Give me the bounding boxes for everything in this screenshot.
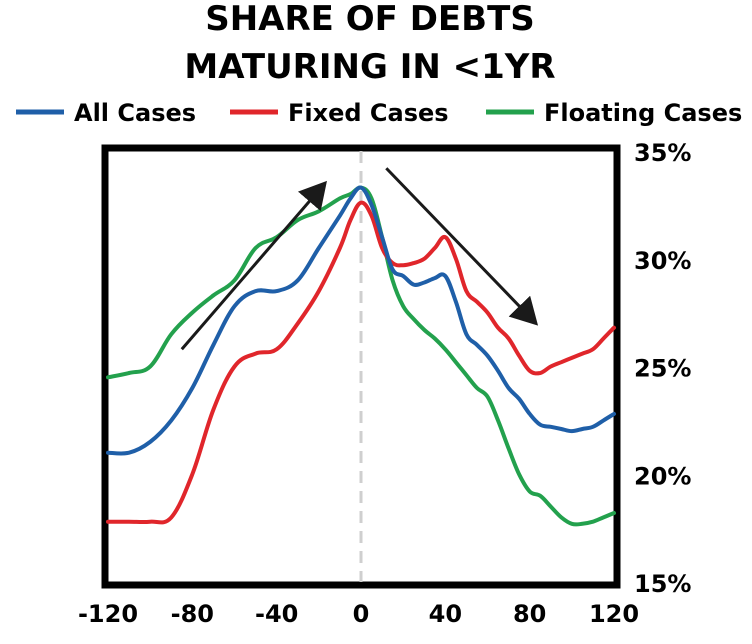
series-line-fixed-cases — [106, 200, 616, 525]
x-tick-label: 80 — [513, 600, 546, 628]
y-axis-ticks: 15% 20% 25% 30% 35% — [634, 139, 691, 598]
x-tick-label: 120 — [589, 600, 639, 628]
chart-title-line-2: MATURING IN <1YR — [184, 47, 555, 87]
legend-label-fixed-cases: Fixed Cases — [288, 99, 449, 127]
y-tick-label: 20% — [634, 462, 691, 490]
x-tick-label: -40 — [255, 600, 298, 628]
x-tick-label: -120 — [78, 600, 138, 628]
series-line-floating-cases — [106, 185, 616, 527]
annotation-arrows — [180, 167, 539, 351]
series-line-all-cases — [106, 185, 616, 456]
x-tick-label: -80 — [171, 600, 214, 628]
legend-label-all-cases: All Cases — [74, 99, 196, 127]
x-tick-label: 40 — [429, 600, 462, 628]
x-tick-label: 0 — [353, 600, 370, 628]
y-tick-label: 35% — [634, 139, 691, 167]
series-layer — [106, 185, 616, 527]
chart-title-line-1: SHARE OF DEBTS — [205, 0, 535, 39]
legend-label-floating-cases: Floating Cases — [544, 99, 742, 127]
trend-arrow-2 — [385, 167, 539, 326]
y-tick-label: 15% — [634, 570, 691, 598]
trend-arrow-1 — [180, 180, 327, 351]
x-axis-ticks: -120 -80 -40 0 40 80 120 — [78, 600, 639, 628]
y-tick-label: 30% — [634, 247, 691, 275]
y-tick-label: 25% — [634, 355, 691, 383]
legend: All Cases Fixed Cases Floating Cases — [16, 99, 742, 127]
